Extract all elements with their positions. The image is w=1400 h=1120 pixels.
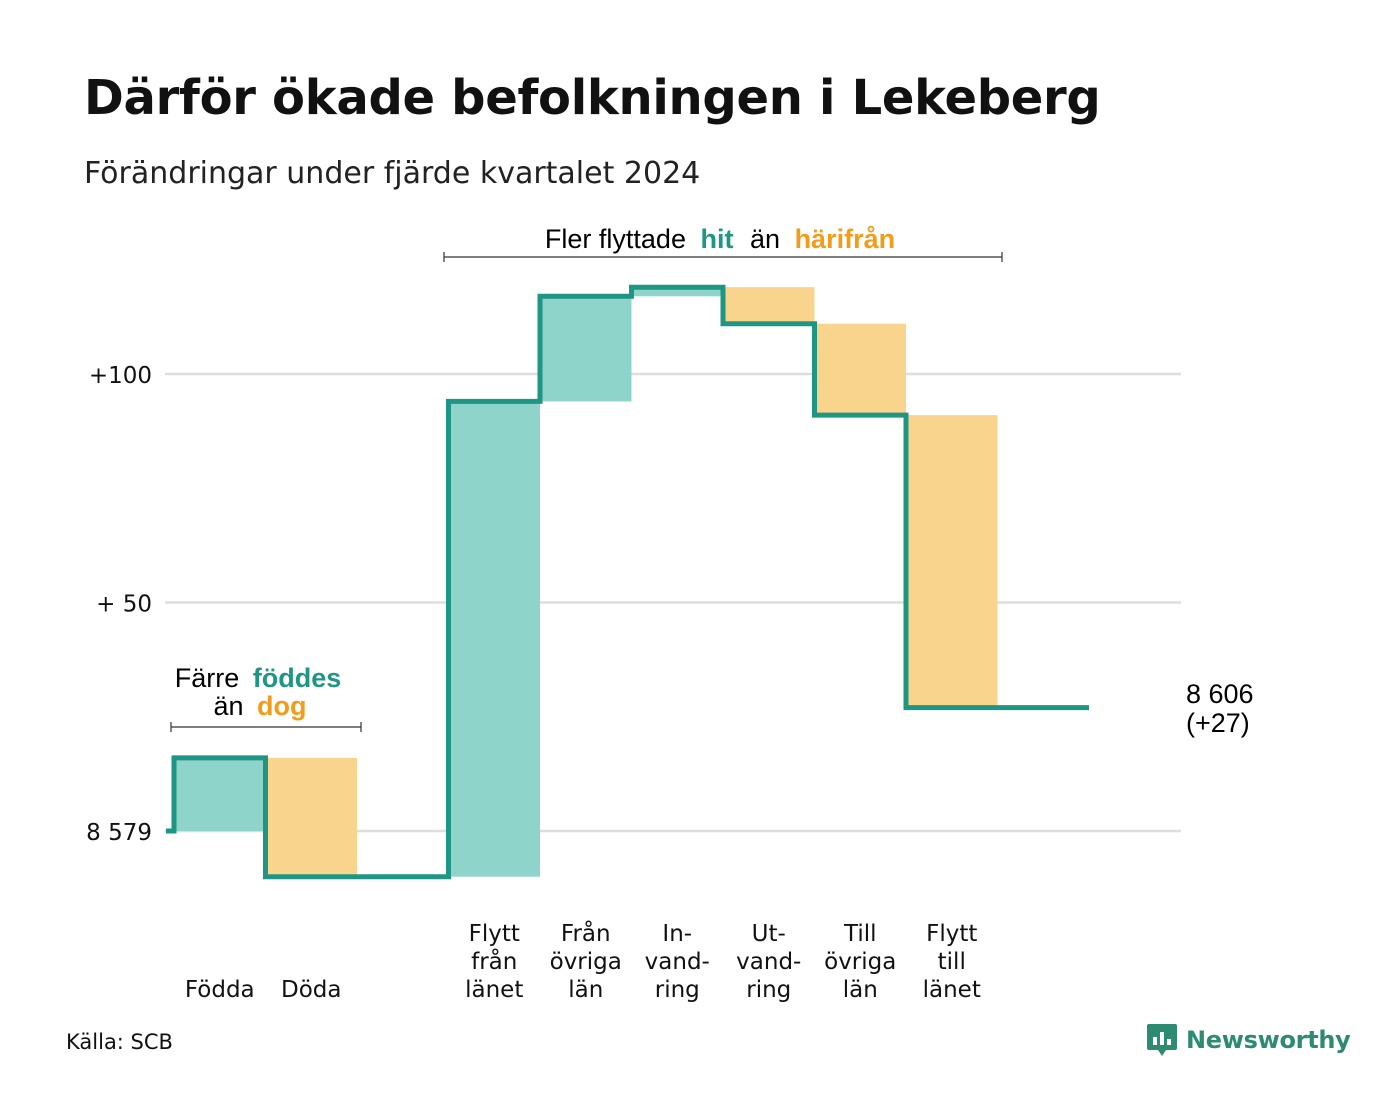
x-category-label: Flytt [926, 921, 977, 947]
x-category-label: Döda [281, 977, 341, 1003]
x-category-label: till [938, 949, 966, 975]
brand-name: Newsworthy [1186, 1026, 1351, 1054]
end-value: 8 606 [1186, 679, 1254, 709]
x-category-label: övriga [824, 949, 896, 975]
x-category-label: från [471, 947, 517, 975]
x-category-label: Ut- [752, 921, 786, 947]
cumulative-step-line [166, 284, 1089, 880]
x-category-label: Till [843, 921, 877, 947]
bar [540, 296, 632, 402]
annotation-text-an2: än [750, 224, 780, 254]
x-category-label: ring [746, 977, 791, 1003]
x-category-label: In- [662, 921, 692, 947]
brand-logo: Newsworthy [1146, 1022, 1351, 1058]
x-category-label: Flytt [469, 921, 520, 947]
bar [174, 757, 266, 831]
bar [723, 287, 815, 324]
x-category-label: län [568, 977, 603, 1003]
bar [631, 287, 723, 297]
end-value-label: 8 606 (+27) [1186, 679, 1254, 738]
bar [906, 415, 998, 708]
x-category-label: Födda [185, 977, 255, 1003]
annotation-text-harifran: härifrån [795, 224, 896, 254]
annotation-text-fler-flyttade: Fler flyttade [545, 224, 686, 254]
bars [174, 287, 998, 877]
end-change: (+27) [1186, 708, 1250, 738]
annotation-birth-death: Färre föddes än dog [170, 663, 362, 732]
x-category-label: vand- [645, 949, 710, 975]
chart-subtitle: Förändringar under fjärde kvartalet 2024 [84, 156, 701, 191]
x-axis-category-labels: Födda DödaFlyttfrånlänetFrånövrigalänIn-v… [185, 919, 981, 1003]
annotation-text-an: än [213, 691, 243, 721]
annotation-text-foddes: föddes [253, 663, 342, 693]
x-category-label: länet [923, 977, 981, 1003]
y-axis-tick-labels: 8 579 + 50 +100 [86, 363, 152, 846]
x-category-label: vand- [736, 949, 801, 975]
source-note: Källa: SCB [66, 1030, 173, 1054]
annotation-migration: Fler flyttade hit än härifrån [443, 224, 1003, 262]
y-tick-label: + 50 [96, 592, 152, 618]
annotation-text-farre: Färre [175, 663, 240, 693]
annotation-birth-death-line2: än dog [213, 691, 306, 721]
annotation-birth-death-line1: Färre föddes [175, 663, 342, 693]
y-tick-label: 8 579 [86, 820, 152, 846]
annotation-text-dog: dog [257, 691, 306, 721]
x-category-label: län [843, 977, 878, 1003]
chart-title: Därför ökade befolkningen i Lekeberg [84, 70, 1101, 126]
bar [814, 323, 906, 416]
annotation-text-hit: hit [700, 224, 733, 254]
bar [448, 401, 540, 877]
x-category-label: ring [655, 977, 700, 1003]
newsworthy-icon [1147, 1024, 1177, 1056]
annotation-migration-text: Fler flyttade hit än härifrån [545, 224, 895, 254]
y-tick-label: +100 [89, 363, 152, 389]
x-category-label: övriga [550, 949, 622, 975]
x-category-label: länet [465, 977, 523, 1003]
x-category-label: Från [561, 919, 611, 947]
bar [265, 757, 357, 877]
